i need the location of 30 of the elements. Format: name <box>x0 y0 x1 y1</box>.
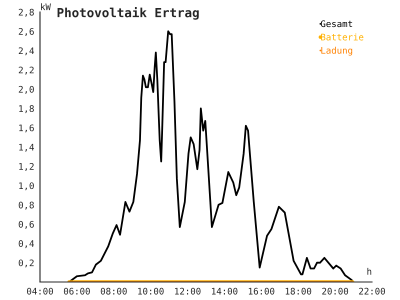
y-tick-label: 2,4 <box>18 47 34 56</box>
y-tick-label: 2,2 <box>18 66 34 75</box>
x-tick-label: 06:00 <box>64 288 90 295</box>
y-tick-label: 1,6 <box>19 124 34 132</box>
x-tick-label: 16:00 <box>248 288 274 295</box>
y-tick-label: 1,4 <box>19 144 34 152</box>
y-tick-label: 2,0 <box>18 86 34 94</box>
y-tick-label: 1,2 <box>19 163 34 172</box>
x-tick-label: 18:00 <box>286 288 312 295</box>
y-axis-title: kW <box>41 3 51 10</box>
x-tick-label: 04:00 <box>27 288 54 295</box>
chart-title: Photovoltaik Ertrag <box>58 7 199 20</box>
y-tick-label: 0,4 <box>18 240 34 248</box>
legend-label: Batterie <box>321 33 364 40</box>
x-tick-label: 12:00 <box>175 288 201 295</box>
x-tick-label: 10:00 <box>138 288 164 295</box>
y-tick-label: 0,6 <box>18 220 34 229</box>
x-tick-label: 20:00 <box>322 288 348 295</box>
y-tick-label: 2,6 <box>18 28 34 36</box>
legend-label: Ladung <box>321 46 352 56</box>
y-tick-label: 2,8 <box>18 8 34 17</box>
y-tick-label: 1,0 <box>19 182 34 190</box>
x-axis-title: h <box>367 268 372 275</box>
y-tick-label: 1,8 <box>19 105 34 114</box>
x-tick-label: 14:00 <box>212 288 238 295</box>
y-tick-label: 0,2 <box>18 259 34 268</box>
legend-label: Gesamt <box>320 20 352 28</box>
x-tick-label: 08:00 <box>100 288 127 295</box>
y-tick-label: 0,8 <box>18 202 34 210</box>
x-tick-label: 22:00 <box>359 288 386 295</box>
